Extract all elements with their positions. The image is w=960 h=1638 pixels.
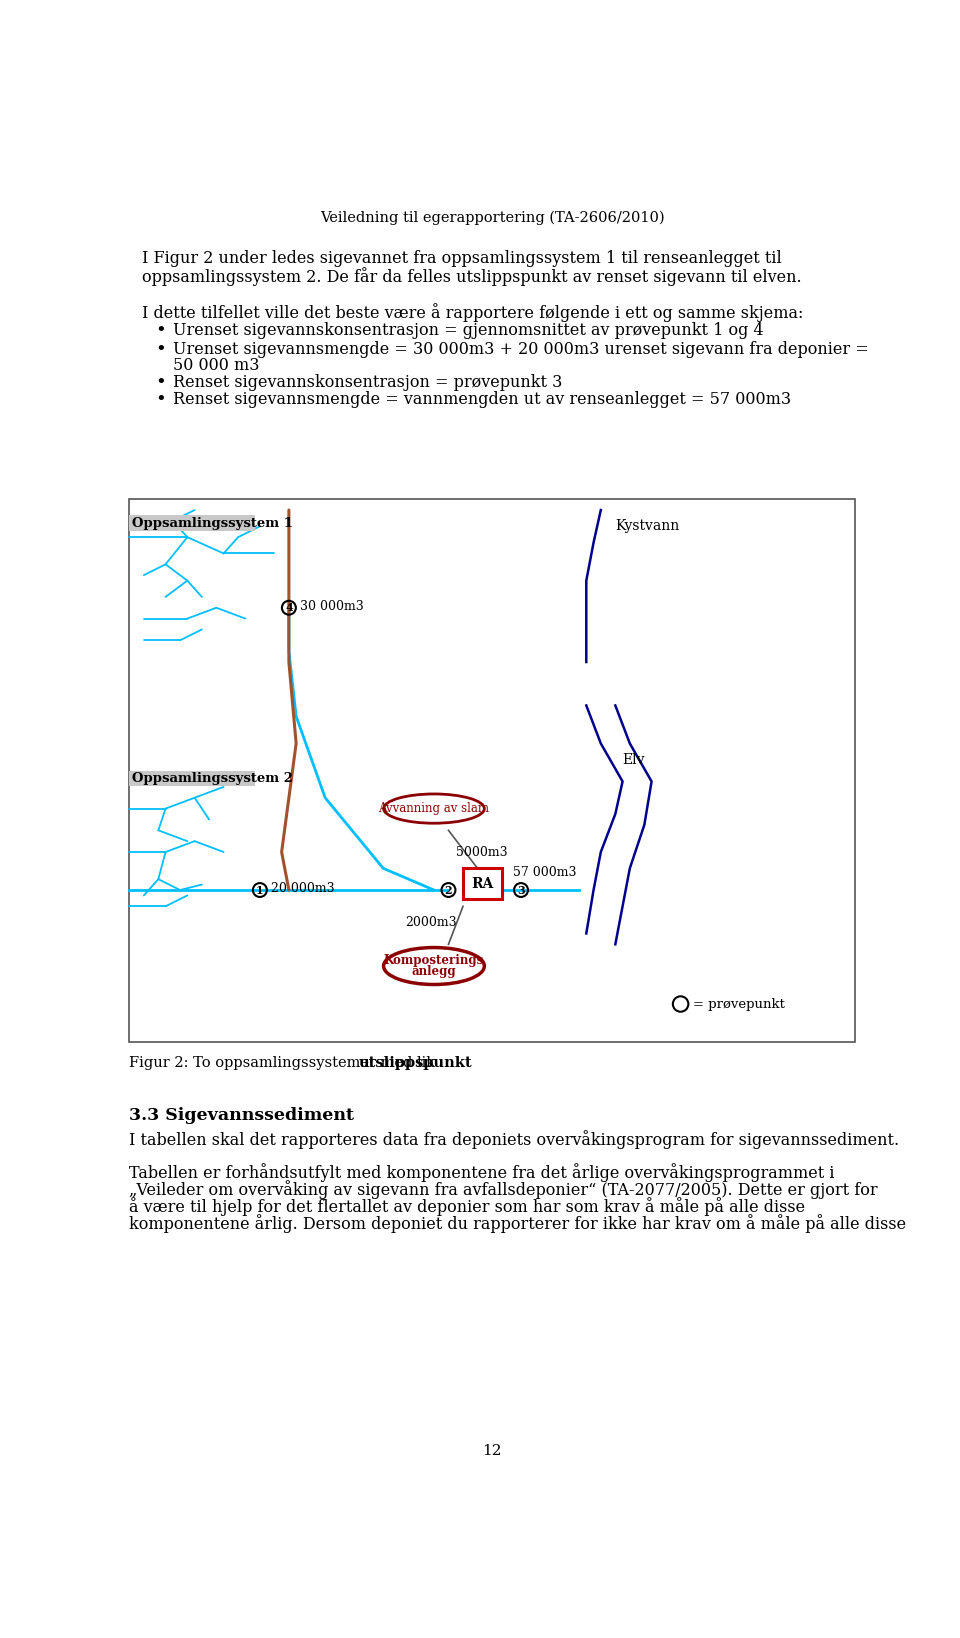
Text: Urenset sigevannsmengde = 30 000m3 + 20 000m3 urenset sigevann fra deponier =: Urenset sigevannsmengde = 30 000m3 + 20 … <box>173 341 869 357</box>
Text: 50 000 m3: 50 000 m3 <box>173 357 259 375</box>
Text: •: • <box>155 375 166 393</box>
Text: = prøvepunkt: = prøvepunkt <box>693 998 785 1011</box>
Text: 2: 2 <box>444 885 452 896</box>
Text: utslippspunkt: utslippspunkt <box>359 1057 472 1070</box>
Text: •: • <box>155 323 166 341</box>
Text: 2000m3: 2000m3 <box>405 916 457 929</box>
Bar <box>130 500 854 1042</box>
Text: •: • <box>155 391 166 410</box>
Text: RA: RA <box>471 876 493 891</box>
Text: Komposterings: Komposterings <box>384 953 484 966</box>
Text: Renset sigevannsmengde = vannmengden ut av renseanlegget = 57 000m3: Renset sigevannsmengde = vannmengden ut … <box>173 391 791 408</box>
Ellipse shape <box>384 794 485 824</box>
Text: 4: 4 <box>285 603 293 613</box>
Text: 20 000m3: 20 000m3 <box>271 881 334 894</box>
Text: komponentene årlig. Dersom deponiet du rapporterer for ikke har krav om å måle p: komponentene årlig. Dersom deponiet du r… <box>130 1214 906 1233</box>
Text: I Figur 2 under ledes sigevannet fra oppsamlingssystem 1 til renseanlegget til: I Figur 2 under ledes sigevannet fra opp… <box>142 251 781 267</box>
Text: I dette tilfellet ville det beste være å rapportere følgende i ett og samme skje: I dette tilfellet ville det beste være å… <box>142 303 804 321</box>
Ellipse shape <box>384 947 485 984</box>
Bar <box>463 868 502 899</box>
Text: „Veileder om overvåking av sigevann fra avfallsdeponier“ (TA-2077/2005). Dette e: „Veileder om overvåking av sigevann fra … <box>130 1179 878 1199</box>
Text: 12: 12 <box>482 1445 502 1458</box>
Text: Urenset sigevannskonsentrasjon = gjennomsnittet av prøvepunkt 1 og 4: Urenset sigevannskonsentrasjon = gjennom… <box>173 323 763 339</box>
Text: 1: 1 <box>256 885 264 896</box>
Text: Avvanning av slam: Avvanning av slam <box>378 803 490 816</box>
Text: anlegg: anlegg <box>412 965 456 978</box>
Text: Kystvann: Kystvann <box>615 519 680 534</box>
Text: Veiledning til egerapportering (TA-2606/2010): Veiledning til egerapportering (TA-2606/… <box>320 210 664 224</box>
Bar <box>130 770 254 786</box>
Text: •: • <box>155 341 166 359</box>
Text: 5000m3: 5000m3 <box>456 845 507 858</box>
Text: Elv: Elv <box>623 753 645 767</box>
Text: I tabellen skal det rapporteres data fra deponiets overvåkingsprogram for sigeva: I tabellen skal det rapporteres data fra… <box>130 1130 900 1150</box>
Text: 3: 3 <box>517 885 525 896</box>
Text: å være til hjelp for det flertallet av deponier som har som krav å måle på alle : å være til hjelp for det flertallet av d… <box>130 1197 805 1215</box>
Text: Figur 2: To oppsamlingssystemer med lik: Figur 2: To oppsamlingssystemer med lik <box>130 1057 441 1070</box>
Text: 57 000m3: 57 000m3 <box>514 867 577 880</box>
Text: 3.3 Sigevannssediment: 3.3 Sigevannssediment <box>130 1107 354 1124</box>
Text: 30 000m3: 30 000m3 <box>300 600 364 613</box>
Text: Oppsamlingssystem 2: Oppsamlingssystem 2 <box>132 771 294 785</box>
Text: Renset sigevannskonsentrasjon = prøvepunkt 3: Renset sigevannskonsentrasjon = prøvepun… <box>173 375 562 391</box>
Text: oppsamlingssystem 2. De får da felles utslippspunkt av renset sigevann til elven: oppsamlingssystem 2. De får da felles ut… <box>142 267 802 287</box>
Bar <box>130 516 254 531</box>
Text: Oppsamlingssystem 1: Oppsamlingssystem 1 <box>132 516 294 529</box>
Text: Tabellen er forhåndsutfylt med komponentene fra det årlige overvåkingsprogrammet: Tabellen er forhåndsutfylt med komponent… <box>130 1163 835 1181</box>
